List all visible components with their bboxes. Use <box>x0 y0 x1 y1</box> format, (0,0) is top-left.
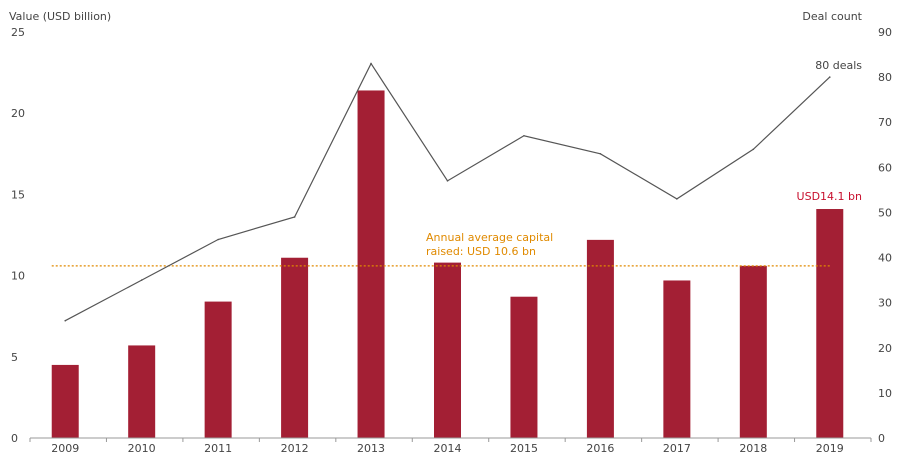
line-point-2019 <box>828 76 831 78</box>
y-tick-label: 15 <box>11 188 25 201</box>
line-point-2010 <box>140 279 143 281</box>
x-tick-label: 2012 <box>281 442 309 455</box>
bar-2017 <box>663 280 691 438</box>
y-tick-label: 0 <box>11 432 18 445</box>
x-tick-label: 2015 <box>510 442 538 455</box>
bar-2011 <box>204 301 232 438</box>
bar-2018 <box>739 265 767 438</box>
bar-2013 <box>357 90 385 439</box>
x-tick-label: 2019 <box>816 442 844 455</box>
line-point-2011 <box>217 238 219 241</box>
y2-tick-label: 90 <box>878 26 892 39</box>
x-tick-label: 2017 <box>663 442 691 455</box>
bar-2016 <box>586 239 614 438</box>
y2-tick-label: 60 <box>878 161 892 174</box>
y2-tick-label: 80 <box>878 71 892 84</box>
last-bar-label: USD14.1 bn <box>797 190 862 203</box>
x-tick-label: 2010 <box>128 442 156 455</box>
bar-2009 <box>51 364 79 438</box>
line-point-2015 <box>523 134 525 137</box>
average-label-line1: Annual average capital <box>426 231 553 244</box>
line-point-2016 <box>599 153 602 155</box>
y2-tick-label: 30 <box>878 297 892 310</box>
x-tick-label: 2009 <box>51 442 79 455</box>
line-point-2014 <box>446 180 449 182</box>
line-point-2017 <box>676 198 678 200</box>
bar-2019 <box>816 209 844 438</box>
y2-tick-label: 20 <box>878 342 892 355</box>
last-line-label: 80 deals <box>815 59 862 72</box>
line-point-2018 <box>752 148 755 151</box>
x-tick-label: 2014 <box>434 442 462 455</box>
y2-tick-label: 70 <box>878 116 892 129</box>
y-axis-title: Value (USD billion) <box>9 10 111 23</box>
average-label-line2: raised: USD 10.6 bn <box>426 245 536 258</box>
x-tick-label: 2013 <box>357 442 385 455</box>
x-tick-label: 2016 <box>586 442 614 455</box>
line-point-2013 <box>370 62 372 65</box>
y-tick-label: 25 <box>11 26 25 39</box>
y2-tick-label: 50 <box>878 206 892 219</box>
line-point-2009 <box>64 319 67 322</box>
y-tick-label: 10 <box>11 270 25 283</box>
x-tick-label: 2011 <box>204 442 232 455</box>
bar-2014 <box>434 262 461 438</box>
y2-tick-label: 0 <box>878 432 885 445</box>
y-tick-label: 5 <box>11 351 18 364</box>
bar-2010 <box>128 345 156 438</box>
line-point-2012 <box>293 216 296 218</box>
y2-axis-title: Deal count <box>802 10 862 23</box>
y2-tick-label: 40 <box>878 252 892 265</box>
bar-2012 <box>281 257 309 438</box>
y2-tick-label: 10 <box>878 387 892 400</box>
y-tick-label: 20 <box>11 107 25 120</box>
x-tick-label: 2018 <box>739 442 767 455</box>
bar-2015 <box>510 296 538 438</box>
